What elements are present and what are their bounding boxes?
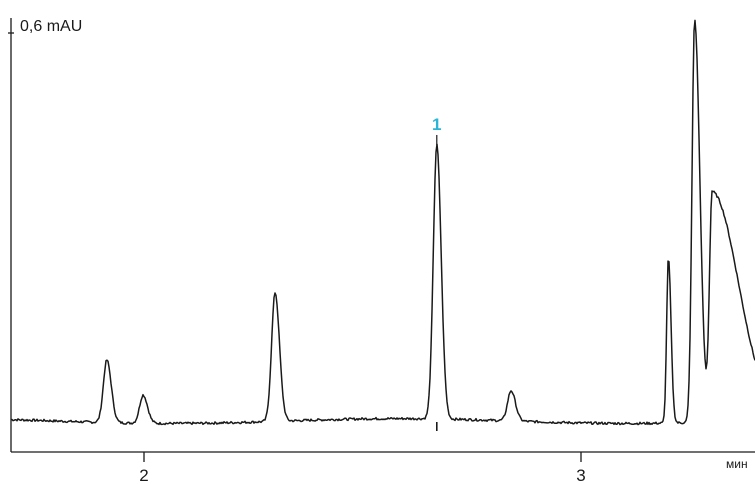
peak-label: 1: [432, 115, 441, 134]
x-tick-label: 2: [139, 466, 148, 484]
peak-labels: 1: [432, 115, 442, 431]
x-tick-label: 3: [576, 466, 585, 484]
x-axis-unit-label: мин: [726, 457, 748, 471]
y-scale-label: 0,6 mAU: [20, 18, 82, 35]
chromatogram-trace: [10, 19, 755, 426]
